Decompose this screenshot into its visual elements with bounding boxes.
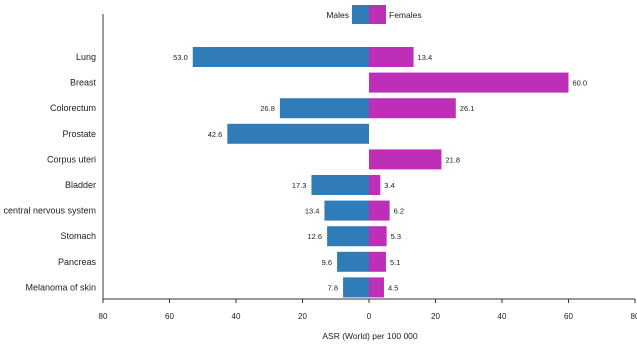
bar-females (369, 277, 384, 298)
bar-females (369, 200, 390, 221)
axes-group (102, 14, 636, 303)
value-label-females: 6.2 (394, 207, 404, 216)
labels-group: Lung 53.0 13.4 Breast 60.0 Colorectum 26.8 26.1… (0, 52, 637, 321)
value-label-males: 17.3 (292, 181, 307, 190)
bar-males (324, 200, 369, 221)
legend: Males Females (326, 5, 422, 24)
x-tick-label: 80 (631, 312, 637, 321)
value-label-males: 13.4 (305, 207, 320, 216)
category-label: Bladder (65, 180, 96, 190)
category-label: Colorectum (50, 103, 96, 113)
legend-swatch-females (369, 5, 386, 24)
x-tick-label: 60 (564, 312, 573, 321)
bar-males (311, 175, 369, 195)
x-tick-label: 80 (99, 312, 108, 321)
legend-swatch-males (352, 5, 369, 24)
value-label-males: 12.6 (307, 232, 322, 241)
value-label-females: 26.1 (460, 104, 475, 113)
x-tick-label: 40 (232, 312, 241, 321)
bar-males (192, 47, 369, 67)
category-label: Lung (76, 52, 96, 62)
category-label: Pancreas (58, 257, 97, 267)
legend-label-males: Males (326, 10, 349, 20)
category-label: Brain, central nervous system (0, 206, 96, 216)
bar-males (343, 277, 369, 298)
value-label-females: 3.4 (384, 181, 394, 190)
bar-males (279, 98, 369, 119)
value-label-males: 53.0 (173, 53, 188, 62)
category-label: Corpus uteri (47, 154, 96, 164)
bar-females (369, 175, 381, 195)
value-label-females: 5.3 (391, 232, 401, 241)
value-label-females: 4.5 (388, 283, 398, 292)
value-label-females: 60.0 (573, 79, 588, 88)
bars-group (192, 47, 569, 298)
bar-females (369, 98, 456, 119)
value-label-females: 21.8 (445, 155, 460, 164)
category-label: Melanoma of skin (25, 282, 96, 292)
bar-females (369, 226, 387, 247)
bar-females (369, 72, 569, 93)
x-tick-label: 60 (165, 312, 174, 321)
value-label-males: 9.6 (322, 258, 332, 267)
value-label-males: 26.8 (260, 104, 275, 113)
value-label-males: 42.6 (208, 130, 223, 139)
value-label-females: 13.4 (418, 53, 433, 62)
value-label-females: 5.1 (390, 258, 400, 267)
category-label: Breast (70, 78, 97, 88)
x-tick-label: 20 (298, 312, 307, 321)
bar-males (227, 123, 369, 144)
x-tick-label: 40 (498, 312, 507, 321)
bar-females (369, 149, 442, 170)
bar-females (369, 251, 386, 272)
x-tick-label: 20 (431, 312, 440, 321)
legend-label-females: Females (389, 10, 422, 20)
bar-males (337, 251, 369, 272)
category-label: Prostate (62, 129, 96, 139)
bar-males (327, 226, 369, 247)
x-tick-label: 0 (367, 312, 372, 321)
x-axis-title: ASR (World) per 100 000 (322, 331, 418, 341)
bar-females (369, 47, 414, 67)
category-label: Stomach (60, 231, 96, 241)
value-label-males: 7.8 (328, 283, 338, 292)
